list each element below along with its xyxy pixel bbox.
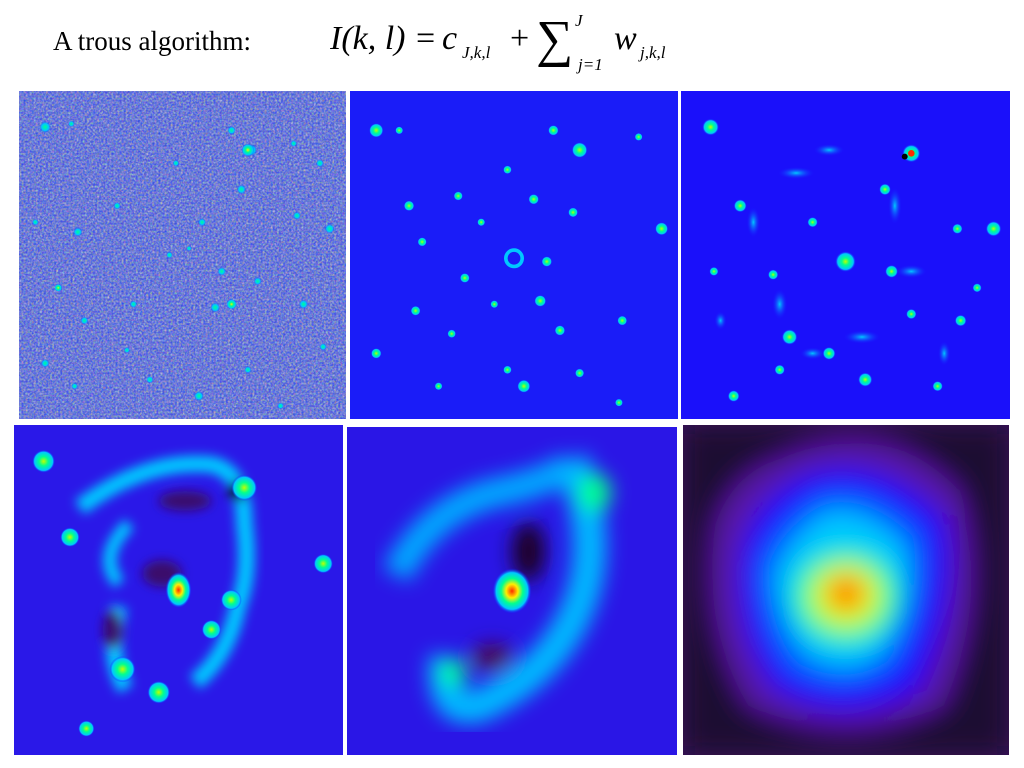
wavelet-scale-3 (681, 91, 1010, 419)
wavelet-scale-5 (347, 427, 677, 755)
formula-sum-symbol: ∑ (536, 11, 573, 68)
formula-plus: + (510, 20, 529, 57)
formula-sum-lower: j=1 (576, 55, 603, 74)
formula-equals: = (416, 20, 435, 57)
slide-heading: A trous algorithm: (53, 26, 251, 56)
formula-lhs: I(k, l) (330, 20, 406, 57)
wavelet-scale-2 (350, 91, 678, 419)
formula-c-subscript: J,k,l (462, 43, 491, 62)
wavelet-scale-4 (14, 425, 343, 755)
smoothed-residual (683, 425, 1009, 755)
formula-sum-upper: J (575, 11, 584, 30)
formula-c-term: c (442, 20, 457, 57)
formula: I(k, l) = c J,k,l + ∑ J j=1 w j,k,l (330, 11, 666, 74)
formula-w-term: w (614, 20, 637, 57)
formula-w-subscript: j,k,l (638, 43, 666, 62)
wavelet-scale-1 (19, 91, 346, 419)
